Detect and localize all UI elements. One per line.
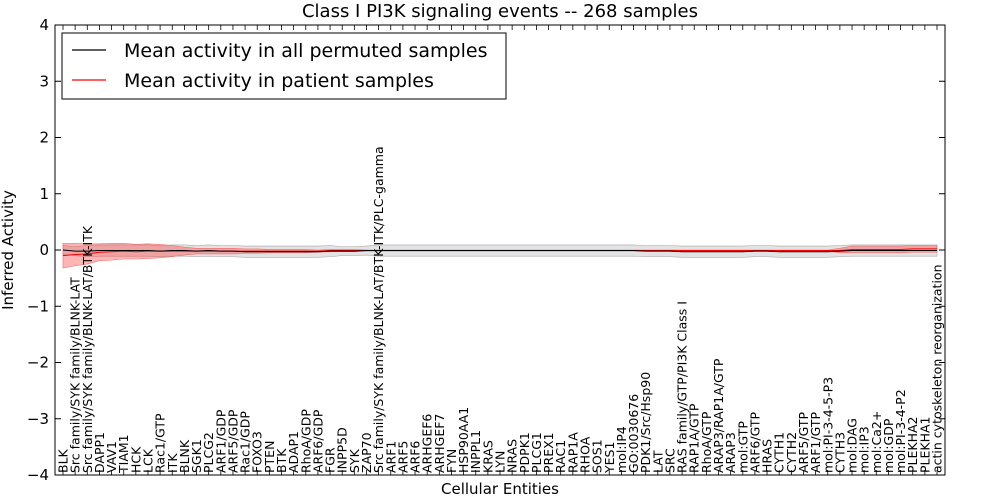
x-tick-label: NRAS [505, 439, 520, 473]
x-tick-label: Src family/SYK family/BLNK-LAT [68, 277, 83, 473]
x-tick-label: PLEKHA1 [917, 416, 932, 473]
x-tick-label: RAP1A/GTP [687, 403, 702, 473]
y-axis: −4 −3 −2 −1 0 1 2 3 4 [27, 16, 945, 484]
x-tick-label: DAPP1 [92, 432, 107, 473]
x-tick-label: PDPK1 [517, 432, 532, 473]
y-tick-label: 3 [39, 72, 49, 90]
x-tick-label: BTK [274, 448, 289, 473]
x-tick-label: mol:GTP [735, 421, 750, 473]
x-tick-label: ARF1 [383, 441, 398, 473]
x-tick-label: GO:0030676 [626, 394, 641, 473]
x-tick-label: mol:IP3 [857, 426, 872, 473]
x-tick-label: mol:DAG [845, 418, 860, 473]
x-tick-label: mol:PI-3-4-P2 [893, 389, 908, 473]
x-tick-label: SOS1 [590, 439, 605, 473]
y-axis-title: Inferred Activity [0, 190, 17, 310]
x-tick-label: mol:PI-3-4-5-P3 [820, 377, 835, 473]
y-tick-label: −3 [27, 410, 49, 428]
x-tick-label: FYN [444, 449, 459, 473]
y-tick-label: −1 [27, 297, 49, 315]
x-axis-title: Cellular Entities [441, 480, 559, 498]
y-tick-label: 0 [39, 241, 49, 259]
x-tick-label: PDK1/Src/Hsp90 [638, 372, 653, 473]
x-tick-label: RhoA/GDP [298, 409, 313, 473]
x-tick-label: ARF1/GDP [213, 409, 228, 473]
x-tick-label: ARF5/GDP [225, 409, 240, 473]
y-tick-label: −2 [27, 354, 49, 372]
x-tick-label: SYK [347, 448, 362, 473]
x-tick-label: CYTH2 [784, 432, 799, 473]
x-tick-label: RAS family/GTP/PI3K Class I [675, 301, 690, 473]
confidence-bands [62, 242, 938, 269]
x-tick-label: RhoA/GTP [699, 411, 714, 473]
x-tick-label: FGR [323, 447, 338, 473]
x-tick-label: LAT [650, 450, 665, 473]
x-tick-label: SRC [662, 448, 677, 473]
x-tick-label: INPP5D [335, 427, 350, 473]
x-tick-label: mol:Ca2+ [869, 411, 884, 473]
x-tick-label: YES1 [602, 442, 617, 474]
y-tick-label: −4 [27, 466, 49, 484]
x-tick-label: PREX1 [541, 432, 556, 473]
x-tick-label: LYN [493, 451, 508, 473]
legend: Mean activity in all permuted samples Me… [61, 32, 507, 100]
y-tick-label: 1 [39, 185, 49, 203]
x-tick-label: RAC1 [553, 440, 568, 473]
series-line-0 [62, 249, 937, 253]
x-tick-label: Src family/SYK family/BLNK-LAT/BTK-ITK/P… [371, 146, 386, 473]
x-tick-label: Rac1/GTP [153, 413, 168, 473]
legend-label-patient: Mean activity in patient samples [124, 70, 434, 92]
x-tick-label: BLK [56, 448, 71, 473]
x-tick-label: ADAP1 [286, 431, 301, 473]
legend-label-permuted: Mean activity in all permuted samples [124, 40, 487, 62]
series-lines [62, 248, 937, 257]
x-tick-label: PTEN [262, 441, 277, 473]
x-tick-label: RAP1A [565, 432, 580, 473]
x-tick-label: ARF6/GDP [310, 409, 325, 473]
x-tick-label: ARF6 [408, 441, 423, 473]
x-tick-label: LCK [140, 448, 155, 473]
legend-box [61, 32, 507, 100]
x-tick-label: HSP90AA1 [456, 407, 471, 473]
y-tick-label: 4 [39, 16, 49, 34]
x-tick-label: VAV1 [104, 441, 119, 473]
x-tick-label: HCK [128, 446, 143, 473]
x-tick-label: PLCG2 [201, 432, 216, 473]
x-tick-label: RHOA [577, 436, 592, 473]
x-tick-label: mol:GDP [881, 418, 896, 473]
x-tick-label: PLEKHA2 [905, 416, 920, 473]
x-tick-label: Rac1/GDP [238, 411, 253, 473]
x-tick-label: ARHGEF7 [432, 414, 447, 473]
x-tick-label: ZAP70 [359, 432, 374, 473]
x-tick-label: PLCG1 [529, 432, 544, 473]
x-tick-label: SGK1 [189, 439, 204, 473]
x-tick-label: CYTH1 [772, 432, 787, 473]
x-tick-label: INPPL1 [468, 430, 483, 473]
x-tick-label: mol:IP4 [614, 426, 629, 473]
x-tick-label: ARHGEF6 [420, 414, 435, 473]
x-tick-label: ARF5/GTP [796, 412, 811, 473]
x-tick-label: BLNK [177, 439, 192, 473]
x-tick-label: ARAP3/RAP1A/GTP [711, 358, 726, 473]
x-tick-label: ARF5 [395, 441, 410, 473]
x-tick-label: Src family/SYK family/BLNK-LAT/BTK-ITK [80, 225, 95, 473]
x-tick-label: ARF6/GTP [747, 412, 762, 473]
x-tick-label: KRAS [480, 440, 495, 473]
x-tick-label: ARF1/GTP [808, 412, 823, 473]
series-band-1 [62, 242, 938, 269]
x-tick-label: actin cytoskeleton reorganization [930, 264, 945, 473]
x-tick-label: ARAP3 [723, 432, 738, 473]
x-tick-label: CYTH3 [832, 432, 847, 473]
x-tick-label: FOXO3 [250, 431, 265, 473]
x-tick-label: TIAM1 [116, 434, 131, 474]
chart-title: Class I PI3K signaling events -- 268 sam… [302, 1, 698, 22]
x-tick-label: ITK [165, 453, 180, 473]
y-tick-label: 2 [39, 129, 49, 147]
x-tick-label: HRAS [760, 439, 775, 473]
